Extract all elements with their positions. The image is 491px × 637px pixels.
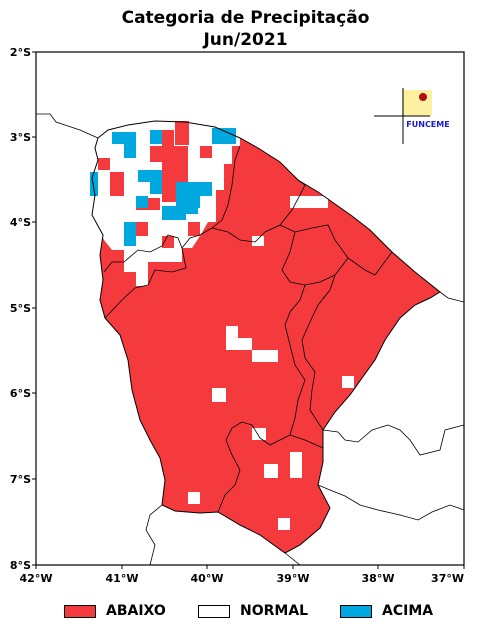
ceara-state-border <box>91 120 441 554</box>
legend-swatch-abaixo <box>64 604 96 618</box>
lon-label: 42°W <box>20 572 53 585</box>
lat-label: 5°S <box>10 302 31 315</box>
legend-item-abaixo: ABAIXO <box>64 603 166 619</box>
lon-label: 39°W <box>277 572 310 585</box>
lat-label: 3°S <box>10 131 31 144</box>
lat-label: 8°S <box>10 559 31 572</box>
lon-label: 41°W <box>106 572 139 585</box>
above-average-cells <box>90 128 236 246</box>
neighbor-borders <box>36 113 464 565</box>
normal-cells <box>188 196 354 530</box>
legend-label: NORMAL <box>240 603 309 619</box>
legend-swatch-normal <box>198 604 230 618</box>
map-subtitle: Jun/2021 <box>203 30 288 50</box>
legend: ABAIXO NORMAL ACIMA <box>0 603 491 623</box>
lon-label: 37°W <box>431 572 464 585</box>
below-average-cells <box>98 121 304 248</box>
lat-label: 4°S <box>10 216 31 229</box>
logo-dot-icon <box>419 93 427 101</box>
legend-label: ABAIXO <box>106 603 166 619</box>
map-title: Categoria de Precipitação <box>121 8 370 28</box>
logo-text: FUNCEME <box>406 120 449 129</box>
funceme-logo: FUNCEME <box>374 88 450 144</box>
legend-swatch-acima <box>340 604 372 618</box>
lon-label: 38°W <box>362 572 395 585</box>
region-borders <box>103 145 393 513</box>
legend-label: ACIMA <box>382 603 434 619</box>
lat-label: 2°S <box>10 46 31 59</box>
legend-item-normal: NORMAL <box>198 603 308 619</box>
lat-label: 7°S <box>10 473 31 486</box>
latitude-axis: 2°S 3°S 4°S 5°S 6°S 7°S 8°S <box>10 46 36 572</box>
legend-item-acima: ACIMA <box>340 603 433 619</box>
logo-yellow-square <box>402 90 432 116</box>
lat-label: 6°S <box>10 387 31 400</box>
longitude-axis: 42°W 41°W 40°W 39°W 38°W 37°W <box>20 565 465 585</box>
lon-label: 40°W <box>191 572 224 585</box>
